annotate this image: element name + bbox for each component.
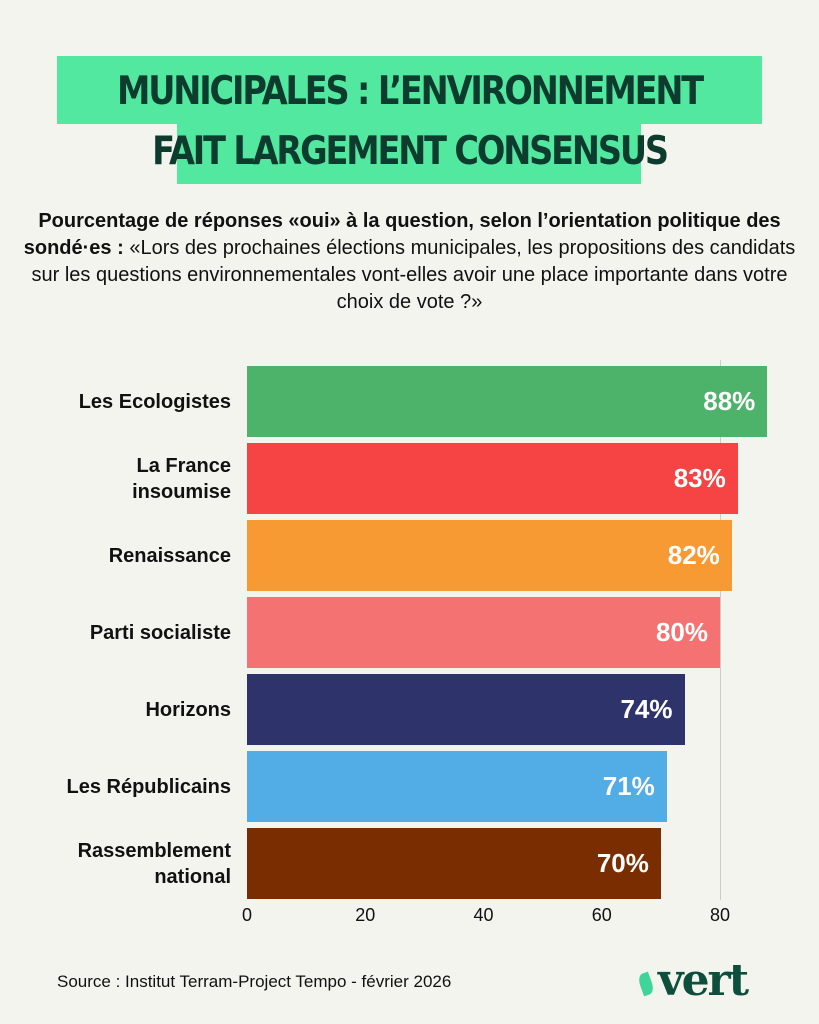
bar-5: [247, 751, 667, 822]
category-label: Rassemblement national: [77, 839, 231, 888]
bar-4: [247, 674, 685, 745]
category-label: Parti socialiste: [89, 621, 231, 644]
bar-value-label: 82%: [667, 540, 720, 570]
bar-2: [247, 520, 732, 591]
x-tick-label: 60: [591, 905, 612, 925]
category-label: Renaissance: [108, 544, 231, 567]
page-title: MUNICIPALES : L’ENVIRONNEMENT FAIT LARGE…: [116, 69, 704, 174]
bar-value-label: 71%: [602, 771, 655, 801]
subtitle-question: «Lors des prochaines élections municipal…: [31, 237, 796, 313]
bar-1: [247, 443, 738, 514]
category-label: La France insoumise: [132, 454, 231, 503]
vert-logo: vert: [636, 955, 749, 1006]
x-tick-label: 20: [355, 905, 376, 925]
title-background-lower: [177, 120, 641, 184]
bar-value-label: 74%: [620, 694, 673, 724]
category-label: Les Républicains: [66, 775, 232, 798]
category-label: Les Ecologistes: [78, 390, 231, 413]
source-note: Source : Institut Terram-Project Tempo -…: [57, 972, 452, 991]
bar-value-label: 70%: [596, 848, 649, 878]
subtitle: Pourcentage de réponses «oui» à la quest…: [20, 208, 799, 316]
x-tick-label: 40: [473, 905, 494, 925]
title-background: [57, 56, 762, 124]
x-tick-label: 0: [241, 905, 252, 925]
bar-value-label: 83%: [673, 463, 726, 493]
bar-3: [247, 597, 720, 668]
bar-0: [247, 366, 768, 437]
category-label: Horizons: [145, 698, 231, 721]
bar-value-label: 88%: [703, 386, 756, 416]
leaf-icon: [636, 971, 656, 996]
x-tick-label: 80: [709, 905, 731, 925]
gridline-80: [720, 360, 721, 900]
subtitle-bold: Pourcentage de réponses «oui» à la quest…: [23, 210, 781, 259]
bar-6: [247, 828, 661, 899]
bar-value-label: 80%: [655, 617, 708, 647]
